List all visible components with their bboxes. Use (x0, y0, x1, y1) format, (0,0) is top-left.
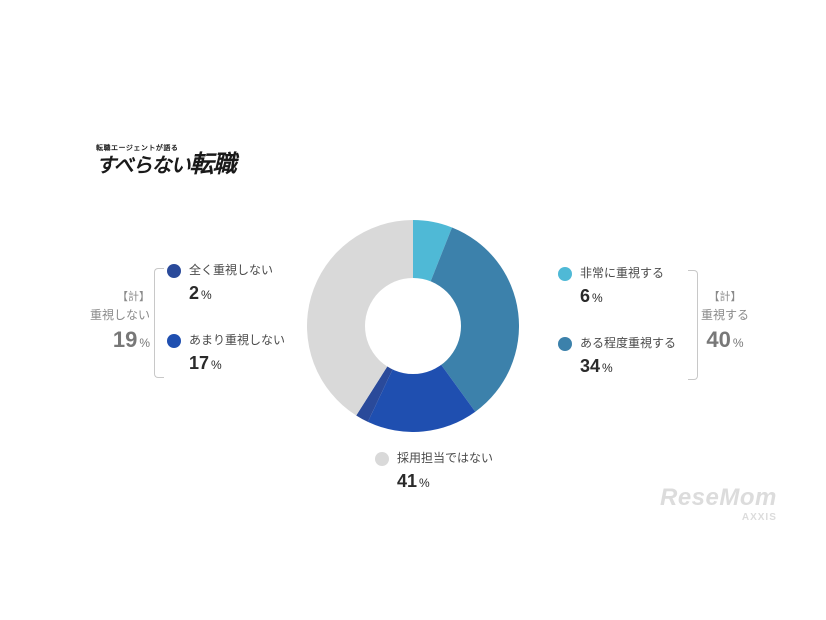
legend-value: 41% (397, 469, 493, 494)
swatch-icon (558, 267, 572, 281)
legend-not-important: 全く重視しない 2% (167, 262, 273, 306)
bracket-right (688, 270, 698, 380)
legend-label: 全く重視しない (189, 262, 273, 279)
legend-value: 2% (189, 281, 273, 306)
legend-value: 34% (580, 354, 676, 379)
legend-label: あまり重視しない (189, 332, 285, 349)
legend-not-very-important: あまり重視しない 17% (167, 332, 285, 376)
group-total-not-important: 【計】 重視しない 19% (90, 288, 150, 353)
legend-somewhat-important: ある程度重視する 34% (558, 335, 676, 379)
legend-value: 17% (189, 351, 285, 376)
legend-value: 6% (580, 284, 664, 309)
swatch-icon (375, 452, 389, 466)
logo-main: すべらない転職 (96, 153, 236, 178)
swatch-icon (558, 337, 572, 351)
brand-logo: 転職エージェントが語る すべらない転職 (96, 145, 236, 179)
bracket-left (154, 268, 164, 378)
swatch-icon (167, 264, 181, 278)
legend-label: 採用担当ではない (397, 450, 493, 467)
legend-not-hiring: 採用担当ではない 41% (375, 450, 493, 494)
watermark: ReseMom AXXIS (660, 484, 777, 523)
legend-very-important: 非常に重視する 6% (558, 265, 664, 309)
legend-label: 非常に重視する (580, 265, 664, 282)
swatch-icon (167, 334, 181, 348)
donut-hole (365, 278, 461, 374)
group-total-important: 【計】 重視する 40% (701, 288, 749, 353)
donut-chart (307, 220, 519, 432)
legend-label: ある程度重視する (580, 335, 676, 352)
